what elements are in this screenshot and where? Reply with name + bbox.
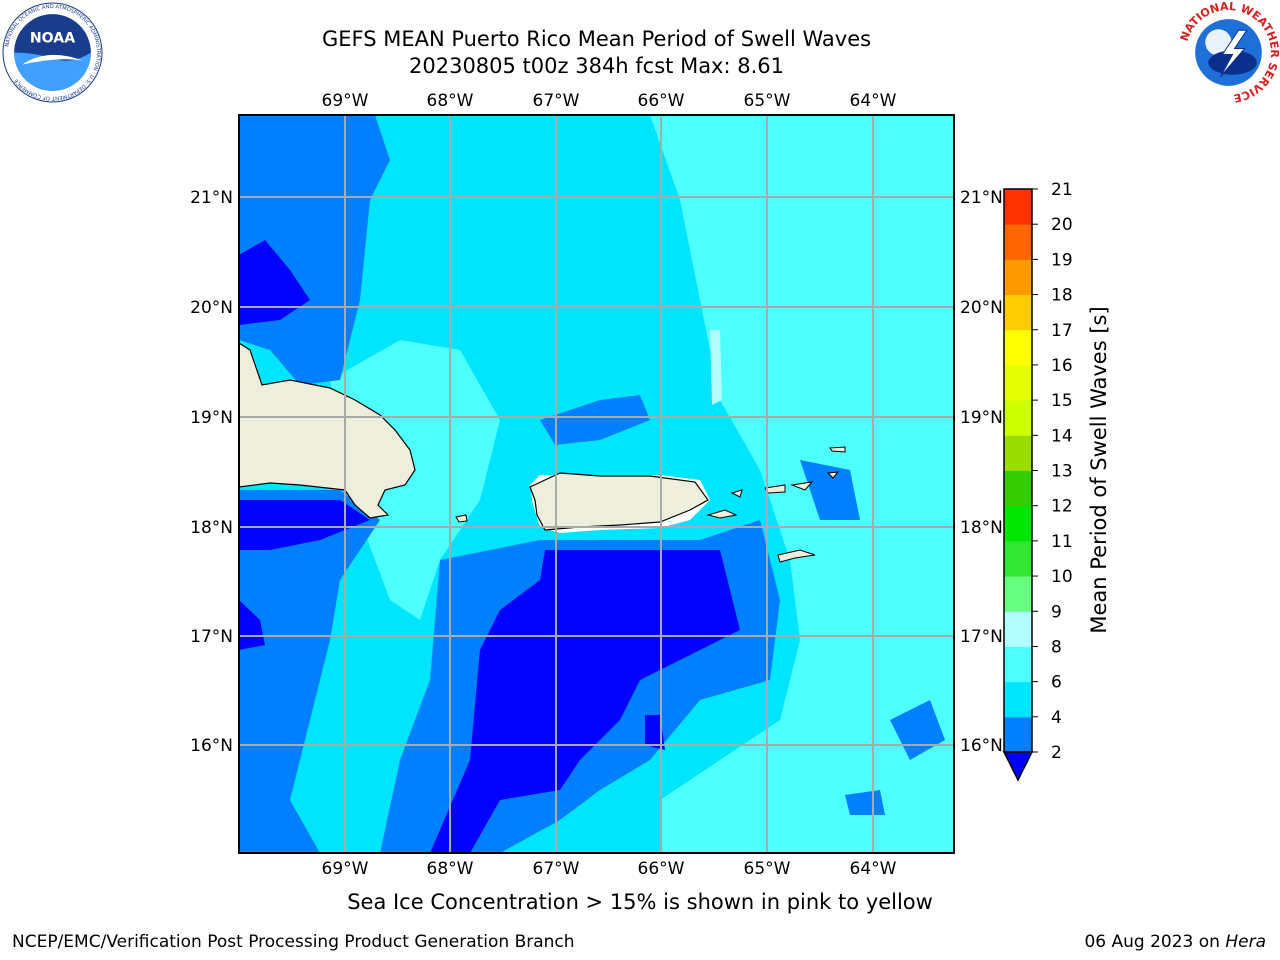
nws-logo: NATIONAL WEATHER SERVICE: [1178, 2, 1279, 103]
field-8-9s-patch: [710, 330, 722, 405]
lat-label-left: 20°N: [190, 298, 233, 318]
lon-label-top: 69°W: [322, 91, 369, 111]
field-2-4s-vi: [800, 460, 860, 520]
colorbar-tick-label: 12: [1051, 497, 1073, 517]
lat-label-right: 19°N: [960, 408, 1003, 428]
lat-label-left: 19°N: [190, 408, 233, 428]
colorbar-label: Mean Period of Swell Waves [s]: [1087, 306, 1111, 633]
colorbar-band: [1004, 189, 1032, 225]
field-0-2s-northwest: [239, 240, 310, 325]
footer-date: 06 Aug 2023 on Hera: [1084, 932, 1266, 952]
lat-label-right: 17°N: [960, 627, 1003, 647]
lon-label-top: 66°W: [638, 91, 685, 111]
lat-label-left: 21°N: [190, 188, 233, 208]
colorbar-band: [1004, 364, 1032, 401]
colorbar: 2 4 6 8 9 10 11 12 13 14 15 16 17 18 19 20 21: [1002, 180, 1073, 782]
colorbar-band: [1004, 716, 1032, 753]
lon-label-bottom: 65°W: [744, 859, 791, 879]
colorbar-tick-label: 8: [1051, 637, 1062, 657]
mona-island: [455, 514, 468, 523]
colorbar-band: [1004, 611, 1032, 647]
culebra-island: [730, 489, 743, 498]
lon-labels-top: 69°W 68°W 67°W 66°W 65°W 64°W: [322, 91, 897, 111]
lon-label-top: 64°W: [850, 91, 897, 111]
hispaniola-land: [239, 342, 416, 519]
map-frame: [238, 114, 955, 854]
lat-label-right: 16°N: [960, 736, 1003, 756]
lon-labels-bottom: 69°W 68°W 67°W 66°W 65°W 64°W: [322, 859, 897, 879]
colorbar-band: [1004, 294, 1032, 331]
colorbar-tick-label: 14: [1051, 426, 1073, 446]
st-croix-island: [777, 549, 816, 563]
colorbar-band: [1004, 681, 1032, 718]
colorbar-tick-label: 15: [1051, 391, 1073, 411]
colorbar-band: [1004, 259, 1032, 296]
lon-label-top: 68°W: [427, 91, 474, 111]
map-subtitle: 20230805 t00z 384h fcst Max: 8.61: [409, 54, 784, 78]
colorbar-band: [1004, 470, 1032, 507]
colorbar-tick-label: 17: [1051, 321, 1073, 341]
colorbar-tick-label: 18: [1051, 286, 1073, 306]
lon-label-bottom: 69°W: [322, 859, 369, 879]
lon-label-bottom: 64°W: [850, 859, 897, 879]
colorbar-band: [1004, 540, 1032, 577]
field-0-2s-west2: [239, 600, 265, 650]
colorbar-band: [1004, 224, 1032, 260]
field-2-4s-north-pr: [540, 395, 650, 445]
anegada-island: [829, 446, 846, 453]
lat-labels-left: 21°N 20°N 19°N 18°N 17°N 16°N: [190, 188, 233, 756]
colorbar-tick-label: 6: [1051, 673, 1062, 693]
colorbar-band: [1004, 505, 1032, 542]
lon-label-bottom: 67°W: [533, 859, 580, 879]
lon-label-bottom: 66°W: [638, 859, 685, 879]
colorbar-band: [1004, 576, 1032, 612]
lat-labels-right: 21°N 20°N 19°N 18°N 17°N 16°N: [960, 188, 1003, 756]
sea-ice-caption: Sea Ice Concentration > 15% is shown in …: [347, 890, 933, 914]
lon-label-top: 67°W: [533, 91, 580, 111]
lat-label-left: 18°N: [190, 518, 233, 538]
vieques-island: [706, 509, 738, 519]
colorbar-tick-label: 9: [1051, 602, 1062, 622]
colorbar-tick-label: 20: [1051, 215, 1073, 235]
colorbar-band: [1004, 329, 1032, 366]
st-john-island: [790, 481, 814, 491]
puerto-rico-land: [529, 472, 709, 531]
colorbar-tick-label: 13: [1051, 462, 1073, 482]
swell-period-field: [239, 115, 954, 853]
lon-label-bottom: 68°W: [427, 859, 474, 879]
field-2-4s-east2: [845, 790, 885, 815]
colorbar-tick-label: 11: [1051, 532, 1073, 552]
lat-label-left: 16°N: [190, 736, 233, 756]
colorbar-tick-label: 16: [1051, 356, 1073, 376]
footer-date-text: 06 Aug 2023 on: [1084, 932, 1220, 952]
field-2-4s-southwest: [239, 490, 380, 853]
noaa-logo-text: NOAA: [30, 30, 75, 46]
colorbar-tick-label: 4: [1051, 708, 1062, 728]
graticule: [239, 115, 954, 853]
map-title: GEFS MEAN Puerto Rico Mean Period of Swe…: [321, 27, 872, 51]
colorbar-tick-label: 10: [1051, 567, 1073, 587]
colorbar-tick-label: 2: [1051, 743, 1062, 763]
colorbar-band: [1004, 435, 1032, 471]
colorbar-extend-arrow: [1002, 751, 1034, 782]
colorbar-tick-label: 21: [1051, 180, 1073, 200]
lon-label-top: 65°W: [744, 91, 791, 111]
lat-label-right: 20°N: [960, 298, 1003, 318]
field-0-2s-west: [239, 500, 370, 550]
colorbar-band: [1004, 400, 1032, 436]
colorbar-band: [1004, 646, 1032, 683]
lat-label-right: 21°N: [960, 188, 1003, 208]
tortola-island: [826, 471, 840, 479]
field-0-2s-caribbean: [430, 550, 740, 853]
lat-label-right: 18°N: [960, 518, 1003, 538]
noaa-logo: NOAA NATIONAL OCEANIC AND ATMOSPHERIC AD…: [2, 2, 103, 103]
footer-credit: NCEP/EMC/Verification Post Processing Pr…: [12, 932, 575, 952]
colorbar-tick-label: 19: [1051, 250, 1073, 270]
lat-label-left: 17°N: [190, 627, 233, 647]
footer-machine: Hera: [1225, 932, 1266, 952]
